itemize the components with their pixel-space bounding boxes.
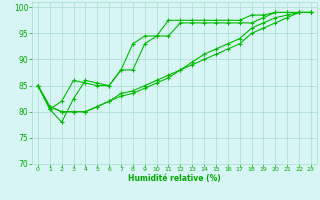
X-axis label: Humidité relative (%): Humidité relative (%)	[128, 174, 221, 183]
